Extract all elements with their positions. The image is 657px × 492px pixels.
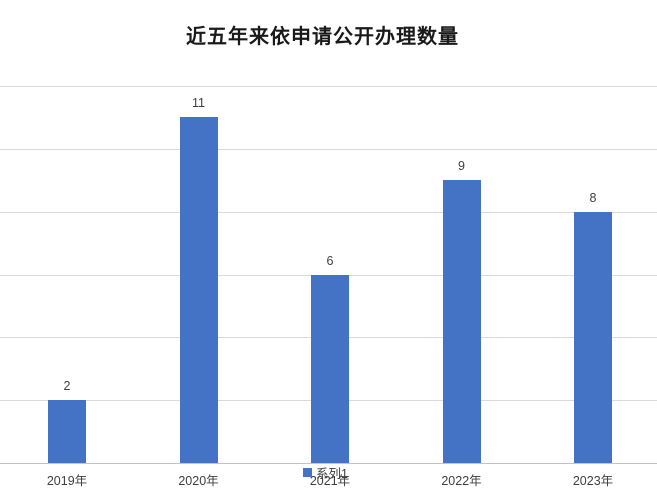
gridline-y12	[0, 86, 657, 87]
gridline-y10	[0, 148, 657, 150]
x-axis-label: 2023年	[572, 474, 614, 488]
bar-2019	[48, 400, 86, 463]
x-axis-label: 2020年	[178, 474, 219, 488]
bar-2021	[311, 274, 349, 463]
x-axis-line	[0, 463, 657, 464]
bar-2020	[179, 117, 218, 463]
bar-value-label: 6	[326, 253, 334, 268]
bar-value-label: 8	[589, 190, 597, 205]
legend: 系列1	[303, 463, 348, 482]
legend-swatch-icon	[303, 468, 312, 477]
bar-value-label: 11	[192, 96, 205, 111]
bar-value-label: 9	[458, 159, 465, 174]
x-axis-label: 2022年	[441, 474, 482, 488]
chart-title: 近五年来依申请公开办理数量	[186, 26, 459, 48]
x-axis-label: 2019年	[46, 474, 88, 488]
x-axis-label: 2021年	[309, 474, 351, 488]
bar-2023	[574, 211, 612, 463]
legend-series-label: 系列1	[316, 467, 348, 481]
bar-value-label: 2	[63, 379, 71, 394]
bar-2022	[442, 180, 481, 463]
gridline-y8	[0, 211, 657, 213]
